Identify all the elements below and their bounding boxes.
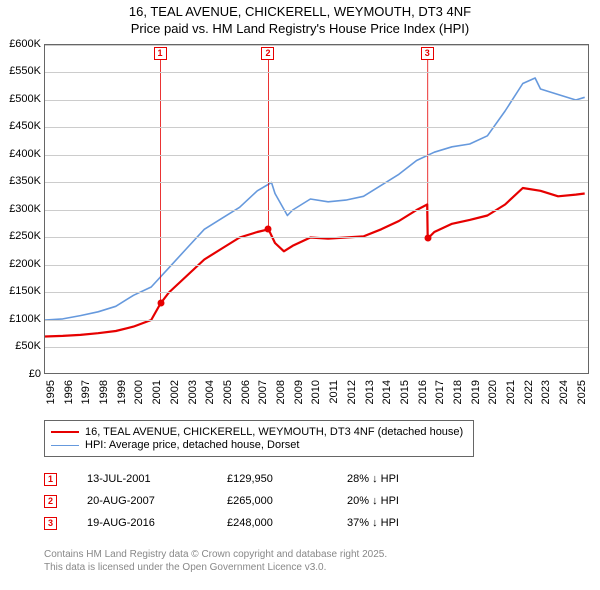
x-axis-label: 2010: [310, 380, 322, 404]
y-axis-label: £500K: [9, 93, 41, 105]
gridline: [45, 100, 588, 101]
y-axis-label: £450K: [9, 120, 41, 132]
sales-row: 2 20-AUG-2007£265,00020% ↓ HPI: [44, 490, 467, 512]
x-axis-label: 2002: [169, 380, 181, 404]
y-axis-label: £150K: [9, 285, 41, 297]
footer: Contains HM Land Registry data © Crown c…: [44, 548, 387, 574]
y-axis-label: £200K: [9, 258, 41, 270]
y-axis-label: £0: [29, 368, 41, 380]
sale-date: 19-AUG-2016: [87, 517, 227, 529]
x-axis-label: 1998: [98, 380, 110, 404]
x-axis-label: 1997: [80, 380, 92, 404]
x-axis-label: 2000: [133, 380, 145, 404]
footer-line2: This data is licensed under the Open Gov…: [44, 561, 387, 574]
sale-marker-box: 2: [261, 47, 274, 60]
title-address: 16, TEAL AVENUE, CHICKERELL, WEYMOUTH, D…: [0, 4, 600, 21]
footer-line1: Contains HM Land Registry data © Crown c…: [44, 548, 387, 561]
gridline: [45, 210, 588, 211]
y-axis-label: £600K: [9, 38, 41, 50]
x-axis-label: 1996: [63, 380, 75, 404]
sale-dot: [265, 226, 272, 233]
sale-marker-box: 1: [154, 47, 167, 60]
gridline: [45, 72, 588, 73]
sale-hpi: 28% ↓ HPI: [347, 473, 467, 485]
gridline: [45, 347, 588, 348]
y-axis-label: £50K: [15, 340, 41, 352]
sales-row: 1 13-JUL-2001£129,95028% ↓ HPI: [44, 468, 467, 490]
x-axis-label: 2019: [470, 380, 482, 404]
gridline: [45, 292, 588, 293]
legend-swatch-property: [51, 431, 79, 433]
x-axis-label: 2011: [328, 380, 340, 404]
y-axis-label: £250K: [9, 230, 41, 242]
x-axis-label: 2021: [505, 380, 517, 404]
gridline: [45, 265, 588, 266]
gridline: [45, 45, 588, 46]
sale-price: £265,000: [227, 495, 347, 507]
x-axis-label: 2005: [222, 380, 234, 404]
x-axis-label: 1999: [116, 380, 128, 404]
x-axis-label: 2025: [576, 380, 588, 404]
x-axis-label: 2020: [487, 380, 499, 404]
sale-marker-box: 3: [421, 47, 434, 60]
title-block: 16, TEAL AVENUE, CHICKERELL, WEYMOUTH, D…: [0, 0, 600, 38]
x-axis-label: 2017: [434, 380, 446, 404]
x-axis-label: 2007: [257, 380, 269, 404]
gridline: [45, 237, 588, 238]
x-axis-label: 2022: [523, 380, 535, 404]
gridline: [45, 127, 588, 128]
x-axis-label: 1995: [45, 380, 57, 404]
legend-row: 16, TEAL AVENUE, CHICKERELL, WEYMOUTH, D…: [51, 426, 467, 438]
series-line-hpi: [45, 78, 585, 320]
plot-area: 1 2 3: [44, 44, 589, 374]
sale-marker-box: 3: [44, 517, 57, 530]
x-axis-label: 2003: [187, 380, 199, 404]
x-axis-label: 2001: [151, 380, 163, 404]
sale-dot: [424, 235, 431, 242]
gridline: [45, 182, 588, 183]
x-axis-label: 2013: [364, 380, 376, 404]
x-axis-label: 2006: [240, 380, 252, 404]
x-axis-label: 2018: [452, 380, 464, 404]
gridline: [45, 155, 588, 156]
container: 16, TEAL AVENUE, CHICKERELL, WEYMOUTH, D…: [0, 0, 600, 590]
title-subtitle: Price paid vs. HM Land Registry's House …: [0, 21, 600, 38]
sale-date: 20-AUG-2007: [87, 495, 227, 507]
sales-table: 1 13-JUL-2001£129,95028% ↓ HPI 2 20-AUG-200…: [44, 468, 467, 534]
sale-hpi: 37% ↓ HPI: [347, 517, 467, 529]
x-axis-label: 2016: [417, 380, 429, 404]
y-axis-label: £550K: [9, 65, 41, 77]
sale-price: £129,950: [227, 473, 347, 485]
sale-price: £248,000: [227, 517, 347, 529]
legend-label-property: 16, TEAL AVENUE, CHICKERELL, WEYMOUTH, D…: [85, 426, 463, 438]
x-axis-label: 2023: [540, 380, 552, 404]
y-axis-label: £400K: [9, 148, 41, 160]
gridline: [45, 320, 588, 321]
legend-row: HPI: Average price, detached house, Dors…: [51, 439, 467, 451]
sales-row: 3 19-AUG-2016£248,00037% ↓ HPI: [44, 512, 467, 534]
x-axis-label: 2004: [204, 380, 216, 404]
y-axis-label: £350K: [9, 175, 41, 187]
y-axis-label: £100K: [9, 313, 41, 325]
sale-dot: [157, 300, 164, 307]
sale-marker-box: 2: [44, 495, 57, 508]
y-axis-label: £300K: [9, 203, 41, 215]
chart: 123 £0£50K£100K£150K£200K£250K£300K£350K…: [44, 44, 589, 394]
sale-marker-box: 1: [44, 473, 57, 486]
x-axis-label: 2014: [381, 380, 393, 404]
sale-date: 13-JUL-2001: [87, 473, 227, 485]
x-axis-label: 2008: [275, 380, 287, 404]
sale-hpi: 20% ↓ HPI: [347, 495, 467, 507]
x-axis-label: 2015: [399, 380, 411, 404]
x-axis-label: 2012: [346, 380, 358, 404]
legend-label-hpi: HPI: Average price, detached house, Dors…: [85, 439, 299, 451]
x-axis-label: 2024: [558, 380, 570, 404]
x-axis-label: 2009: [293, 380, 305, 404]
legend-swatch-hpi: [51, 445, 79, 446]
legend: 16, TEAL AVENUE, CHICKERELL, WEYMOUTH, D…: [44, 420, 474, 457]
